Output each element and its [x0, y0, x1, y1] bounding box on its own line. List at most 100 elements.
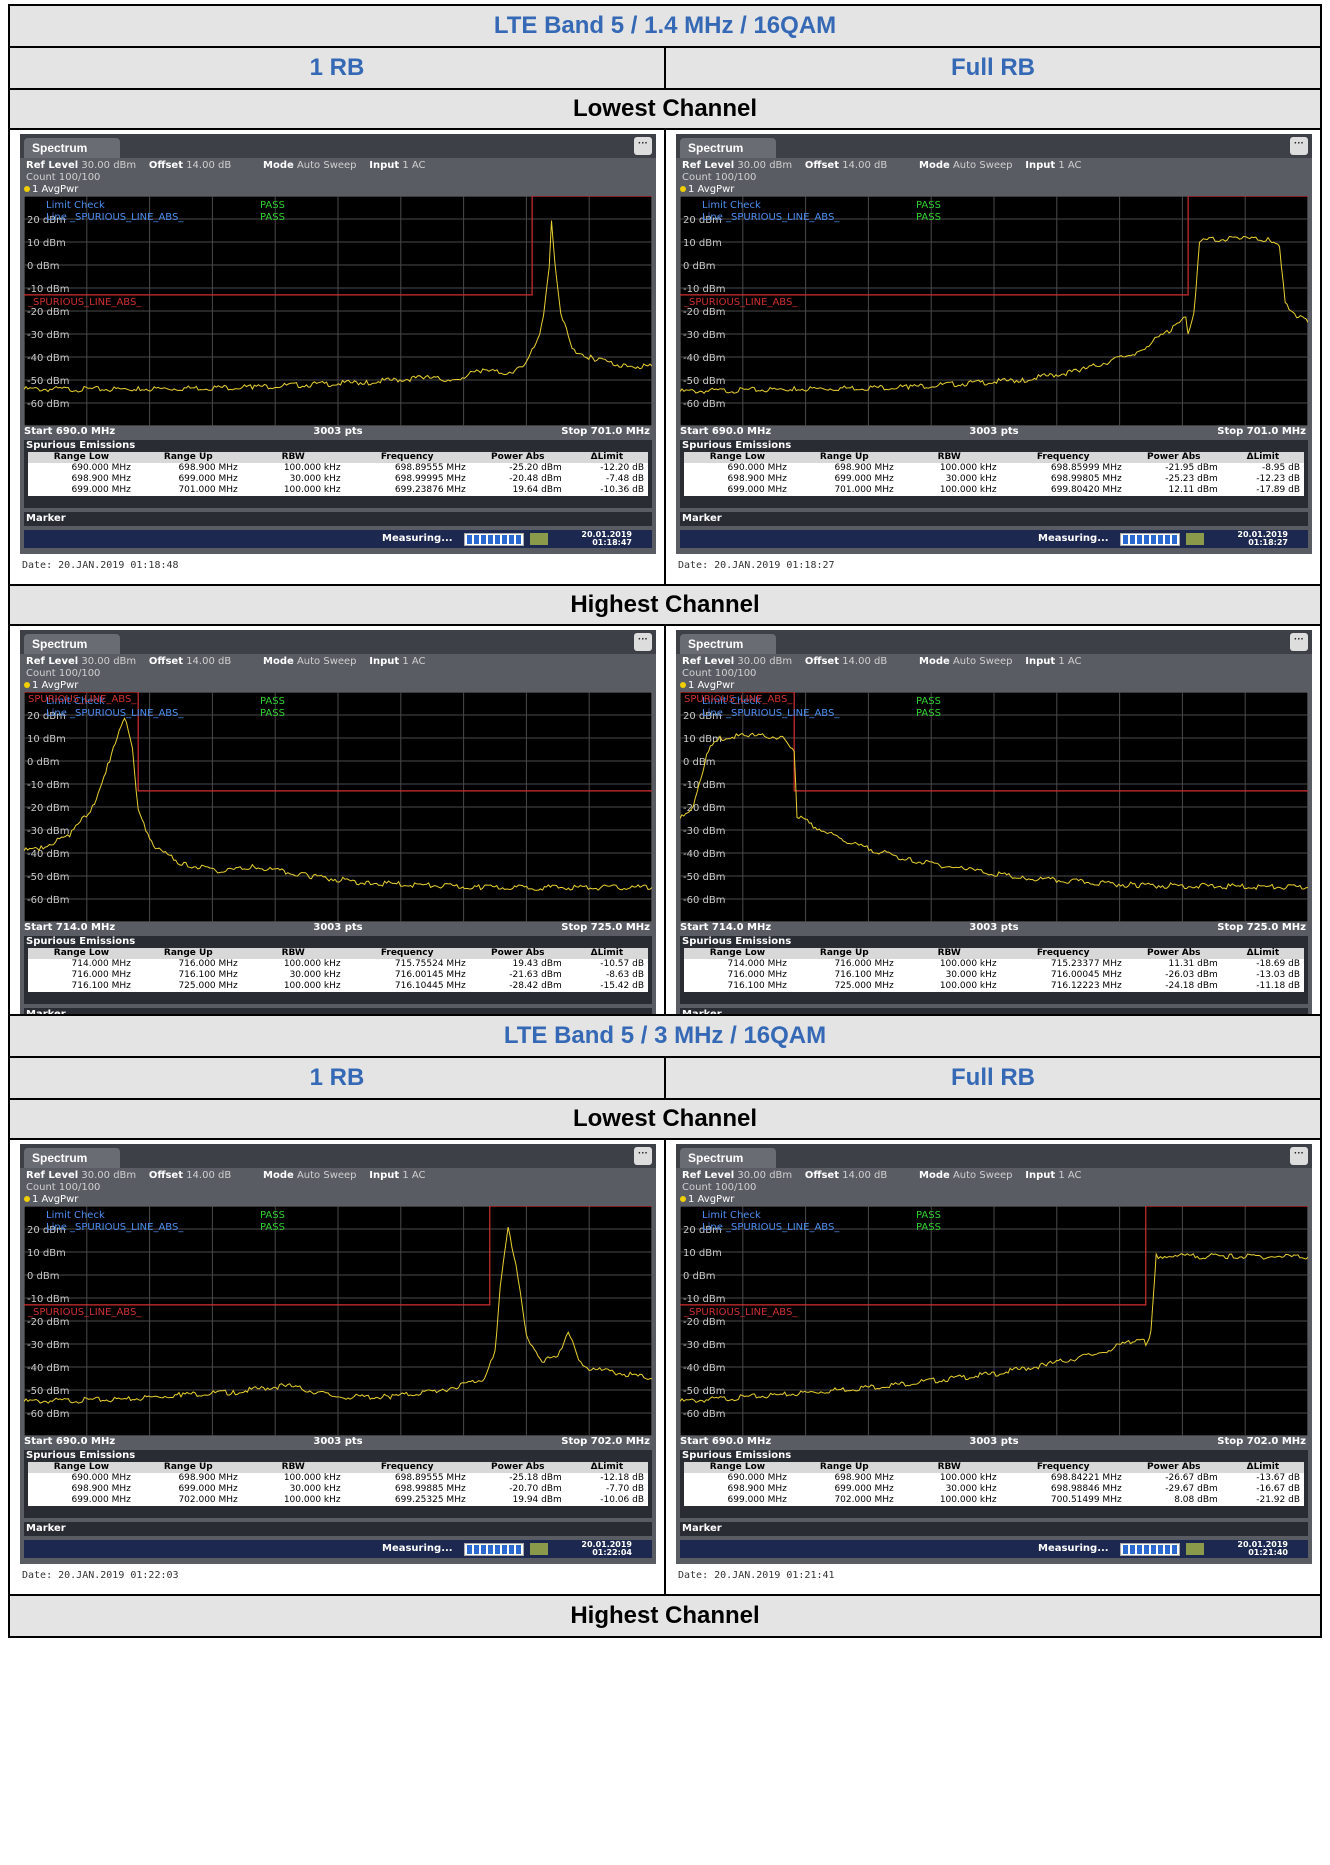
table-cell: 714.000 MHz: [28, 959, 135, 970]
marker-panel[interactable]: Marker: [680, 512, 1308, 526]
menu-icon[interactable]: ···: [1290, 633, 1308, 651]
table-cell: 698.900 MHz: [790, 463, 898, 474]
instrument-icon: [1186, 1543, 1204, 1555]
y-tick-label: -60 dBm: [27, 1409, 69, 1420]
y-tick-label: -20 dBm: [27, 1317, 69, 1328]
trace-label: 1 AvgPwr: [680, 184, 734, 195]
table-cell: -7.70 dB: [565, 1484, 648, 1495]
menu-icon[interactable]: ···: [634, 1147, 652, 1165]
limit-check-label: Limit Check: [46, 696, 105, 707]
spectrum-trace: [680, 1252, 1308, 1403]
plot-cell: Spectrum ··· Ref Level 30.00 dBm Offset …: [10, 130, 666, 584]
sweep-points: 3003 pts: [313, 1436, 363, 1447]
y-tick-label: 10 dBm: [27, 734, 66, 745]
table-header: RBW: [241, 452, 345, 463]
table-cell: -20.48 dBm: [469, 474, 566, 485]
plot-cell: Spectrum ··· Ref Level 30.00 dBm Offset …: [10, 1140, 666, 1594]
tab-bar: Spectrum ···: [20, 134, 656, 158]
table-cell: 19.94 dBm: [469, 1495, 566, 1506]
mode: Auto Sweep: [952, 656, 1013, 667]
menu-icon[interactable]: ···: [634, 633, 652, 651]
table-cell: 715.23377 MHz: [1000, 959, 1126, 970]
plot-cell: Spectrum ··· Ref Level 30.00 dBm Offset …: [666, 130, 1320, 584]
stop-freq: Stop 725.0 MHz: [1217, 922, 1306, 933]
y-tick-label: -50 dBm: [27, 376, 69, 387]
spurious-title: Spurious Emissions: [26, 440, 136, 451]
tab-spectrum[interactable]: Spectrum: [24, 634, 120, 654]
y-tick-label: 0 dBm: [683, 261, 716, 272]
y-tick-label: 20 dBm: [27, 1225, 66, 1236]
menu-icon[interactable]: ···: [1290, 1147, 1308, 1165]
sweep-points: 3003 pts: [313, 426, 363, 437]
status-bar: Measuring... 20.01.2019 01:18:47: [24, 530, 652, 548]
y-tick-label: -10 dBm: [27, 284, 69, 295]
trace-dot-icon: [680, 186, 686, 192]
table-cell: 19.43 dBm: [469, 959, 566, 970]
limit-line: [24, 1206, 652, 1306]
table-cell: 698.84221 MHz: [1000, 1473, 1126, 1484]
trace-name: 1 AvgPwr: [688, 1194, 735, 1205]
mode: Auto Sweep: [296, 160, 357, 171]
menu-icon[interactable]: ···: [1290, 137, 1308, 155]
table-cell: 702.000 MHz: [134, 1495, 242, 1506]
freq-axis: Start 714.0 MHz 3003 pts Stop 725.0 MHz: [680, 922, 1308, 934]
tab-spectrum[interactable]: Spectrum: [24, 1148, 120, 1168]
table-cell: -10.06 dB: [565, 1495, 648, 1506]
freq-axis: Start 690.0 MHz 3003 pts Stop 702.0 MHz: [680, 1436, 1308, 1448]
table-row: 698.900 MHz 699.000 MHz 30.000 kHz 698.9980…: [684, 474, 1304, 485]
input: 1 AC: [1058, 656, 1082, 667]
channel-label: Lowest Channel: [10, 1100, 1320, 1140]
plots-row: Spectrum ··· Ref Level 30.00 dBm Offset …: [10, 626, 1320, 1082]
tab-spectrum[interactable]: Spectrum: [680, 634, 776, 654]
measuring-status: Measuring...: [382, 533, 453, 544]
table-cell: 716.000 MHz: [790, 959, 898, 970]
trace-name: 1 AvgPwr: [32, 184, 79, 195]
table-cell: 19.64 dBm: [469, 485, 566, 496]
input: 1 AC: [1058, 160, 1082, 171]
y-tick-label: -10 dBm: [27, 780, 69, 791]
capture-date: Date: 20.JAN.2019 01:21:41: [678, 1570, 835, 1581]
limit-line-name: Line _SPURIOUS_LINE_ABS_: [46, 212, 184, 223]
trace-label: 1 AvgPwr: [680, 1194, 734, 1205]
table-row: 699.000 MHz 702.000 MHz 100.000 kHz 700.514…: [684, 1495, 1304, 1506]
spurious-line-label: SPURIOUS_LINE_ABS_: [28, 694, 137, 705]
table-cell: 100.000 kHz: [897, 463, 1001, 474]
table-cell: 100.000 kHz: [897, 1495, 1001, 1506]
spurious-emissions-panel: Spurious Emissions Range Low Range Up RBW F…: [24, 936, 652, 1004]
table-cell: 30.000 kHz: [241, 970, 345, 981]
y-tick-label: -50 dBm: [27, 1386, 69, 1397]
spectrum-analyzer-screen: Spectrum ··· Ref Level 30.00 dBm Offset …: [676, 1144, 1312, 1564]
tab-spectrum[interactable]: Spectrum: [680, 138, 776, 158]
trace-dot-icon: [24, 1196, 30, 1202]
table-header: Range Up: [790, 452, 898, 463]
tab-bar: Spectrum ···: [20, 630, 656, 654]
table-row: 714.000 MHz 716.000 MHz 100.000 kHz 715.755…: [28, 959, 648, 970]
mode: Auto Sweep: [296, 1170, 357, 1181]
tab-bar: Spectrum ···: [676, 1144, 1312, 1168]
y-tick-label: -60 dBm: [27, 895, 69, 906]
marker-panel[interactable]: Marker: [24, 512, 652, 526]
tab-spectrum[interactable]: Spectrum: [24, 138, 120, 158]
table-header: Range Low: [28, 452, 135, 463]
tab-spectrum[interactable]: Spectrum: [680, 1148, 776, 1168]
table-header: Power Abs: [1125, 948, 1222, 959]
table-header: Frequency: [344, 948, 470, 959]
table-cell: 12.11 dBm: [1125, 485, 1222, 496]
limit-line-status: PASS: [260, 212, 285, 223]
limit-line: [24, 196, 652, 296]
limit-line: [680, 196, 1308, 296]
start-freq: Start 690.0 MHz: [24, 426, 116, 437]
spurious-emissions-panel: Spurious Emissions Range Low Range Up RBW F…: [680, 1450, 1308, 1518]
limit-line-name: Line _SPURIOUS_LINE_ABS_: [702, 212, 840, 223]
y-tick-label: -40 dBm: [683, 353, 725, 364]
freq-axis: Start 690.0 MHz 3003 pts Stop 701.0 MHz: [680, 426, 1308, 438]
marker-panel[interactable]: Marker: [680, 1522, 1308, 1536]
count: Count 100/100: [26, 668, 101, 679]
marker-panel[interactable]: Marker: [24, 1522, 652, 1536]
table-cell: 690.000 MHz: [28, 1473, 135, 1484]
y-tick-label: -40 dBm: [683, 1363, 725, 1374]
menu-icon[interactable]: ···: [634, 137, 652, 155]
table-row: 690.000 MHz 698.900 MHz 100.000 kHz 698.895…: [28, 1473, 648, 1484]
y-tick-label: 0 dBm: [27, 1271, 60, 1282]
table-cell: 698.900 MHz: [790, 1473, 898, 1484]
